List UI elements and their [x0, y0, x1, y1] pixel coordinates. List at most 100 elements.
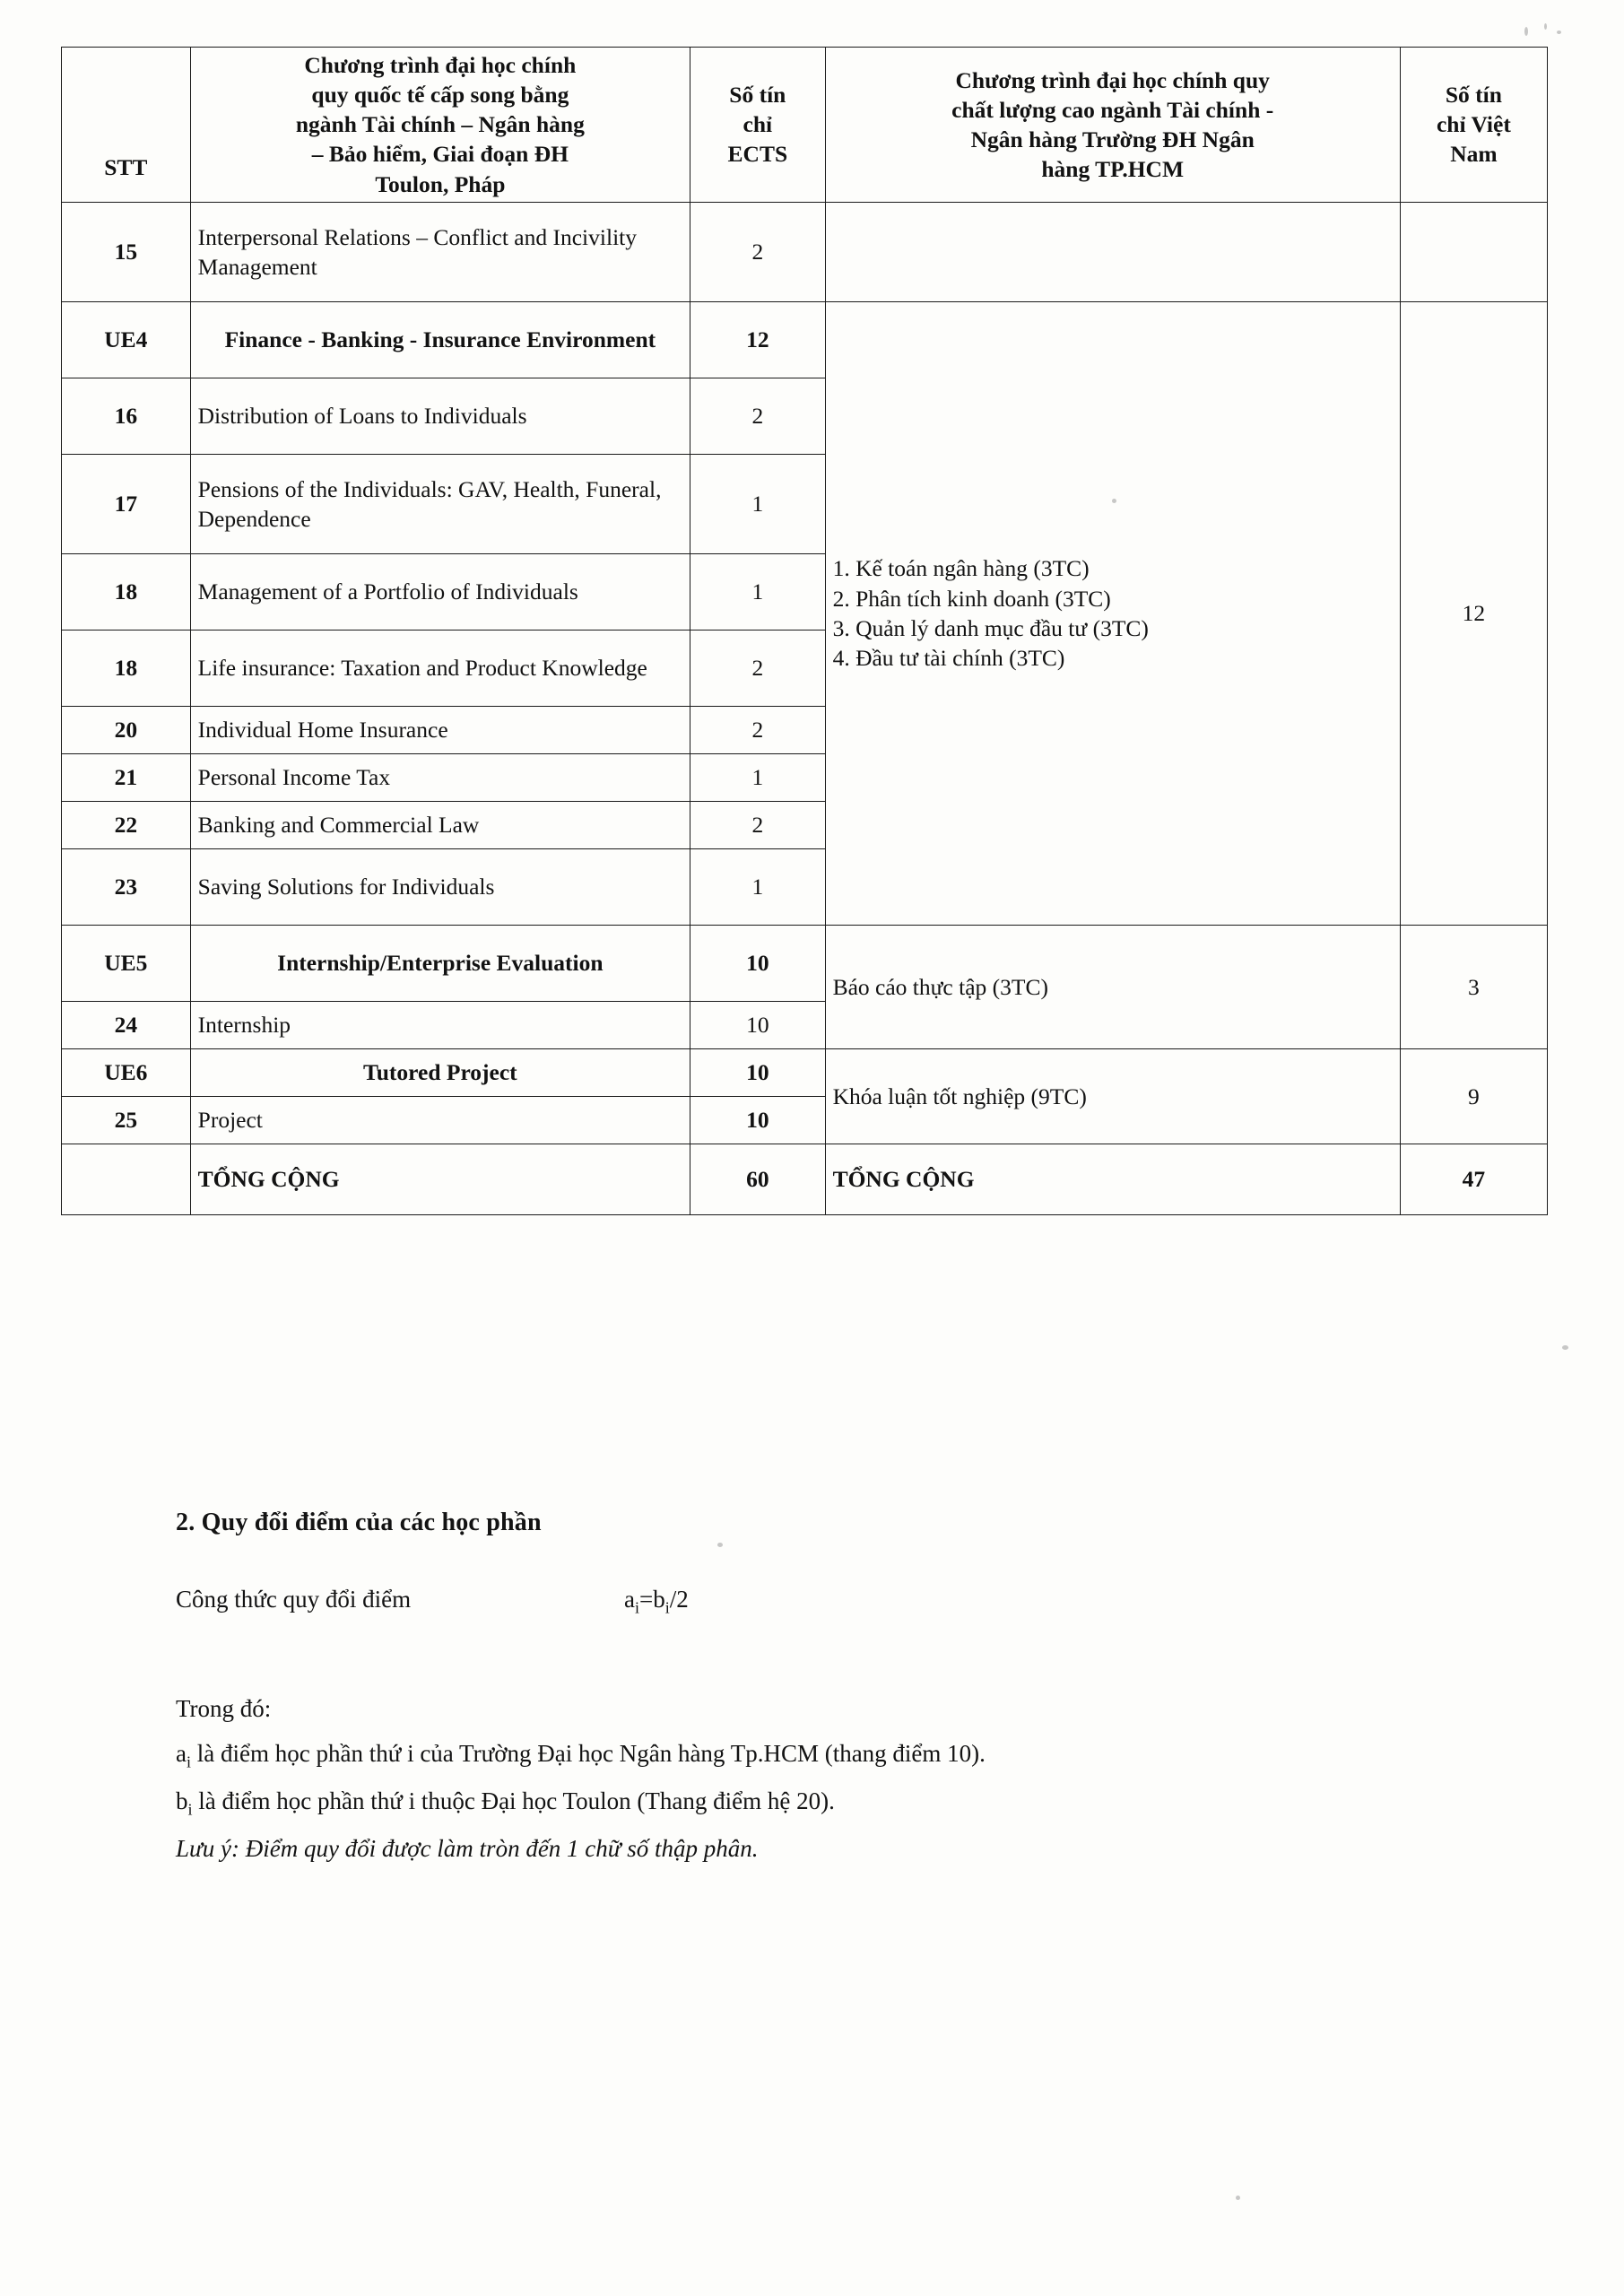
table-row: 24 Internship 10	[61, 1000, 1548, 1049]
total-stt-empty	[61, 1143, 191, 1215]
total-label-ects: TỔNG CỘNG	[189, 1143, 691, 1215]
header-credits-vn-line-1: Số tín	[1445, 82, 1502, 109]
row-stt: 25	[61, 1095, 191, 1144]
header-credits-ects-line-2: chỉ	[743, 111, 773, 138]
total-vn-credits: 47	[1399, 1143, 1549, 1215]
scan-speck	[1544, 23, 1547, 30]
row-ects: 1	[690, 848, 826, 926]
vn-list-item: 3. Quản lý danh mục đầu tư (3TC)	[832, 614, 1149, 641]
row-stt: 18	[61, 629, 191, 707]
header-credits-vn: Số tín chỉ Việt Nam	[1399, 47, 1549, 203]
row-stt: 23	[61, 848, 191, 926]
section-2-title: 2. Quy đổi điểm của các học phần	[176, 1509, 542, 1536]
row-subject: Interpersonal Relations – Conflict and I…	[189, 201, 691, 302]
header-program-toulon-line-4: – Bảo hiểm, Giai đoạn ĐH	[311, 141, 569, 168]
row-subject: Personal Income Tax	[189, 752, 691, 802]
row-subject: Tutored Project	[189, 1048, 691, 1097]
table-total-row: TỔNG CỘNG 60 TỔNG CỘNG 47	[61, 1143, 1549, 1215]
table-row: UE5 Internship/Enterprise Evaluation 10 …	[61, 924, 1549, 1049]
header-credits-ects-line-3: ECTS	[727, 141, 788, 168]
formula-equals-b: =b	[639, 1586, 665, 1613]
definition-b-text: là điểm học phần thứ i thuộc Đại học Tou…	[192, 1787, 835, 1814]
row-ects: 1	[690, 453, 826, 554]
scan-speck	[1524, 27, 1528, 36]
row-subject: Banking and Commercial Law	[189, 800, 691, 849]
definition-a: ai là điểm học phần thứ i của Trường Đại…	[176, 1740, 986, 1771]
row-stt: 18	[61, 552, 191, 631]
vn-empty-cell	[824, 201, 1401, 302]
table-row: 21 Personal Income Tax 1	[61, 752, 1548, 802]
scan-speck	[1236, 2196, 1240, 2200]
row-ects: 10	[690, 1000, 826, 1049]
header-program-toulon: Chương trình đại học chính quy quốc tế c…	[189, 47, 691, 203]
header-credits-vn-line-2: chỉ Việt	[1436, 111, 1511, 138]
header-program-buh-line-2: chất lượng cao ngành Tài chính -	[951, 96, 1274, 123]
vn-credits: 9	[1399, 1048, 1549, 1144]
row-ects: 1	[690, 752, 826, 802]
formula-label: Công thức quy đổi điểm	[176, 1586, 412, 1613]
row-stt: 15	[61, 201, 191, 302]
row-ects: 1	[690, 552, 826, 631]
total-label-vn: TỔNG CỘNG	[824, 1143, 1401, 1215]
formula-divisor: /2	[669, 1586, 689, 1613]
row-subject: Life insurance: Taxation and Product Kno…	[189, 629, 691, 707]
curriculum-table-container: STT Chương trình đại học chính quy quốc …	[61, 47, 1549, 1215]
definition-b: bi là điểm học phần thứ i thuộc Đại học …	[176, 1787, 835, 1819]
row-ects: 10	[690, 1095, 826, 1144]
row-stt: 22	[61, 800, 191, 849]
row-stt: UE4	[61, 300, 191, 378]
row-subject: Saving Solutions for Individuals	[189, 848, 691, 926]
table-row: UE4 Finance - Banking - Insurance Enviro…	[61, 300, 1549, 926]
header-program-toulon-line-3: ngành Tài chính – Ngân hàng	[295, 111, 585, 138]
vn-credits-empty-cell	[1399, 201, 1549, 302]
rounding-note: Lưu ý: Điểm quy đổi được làm tròn đến 1 …	[176, 1835, 759, 1862]
vn-credits: 3	[1399, 924, 1549, 1049]
definition-a-symbol: a	[176, 1740, 187, 1767]
table-row: 20 Individual Home Insurance 2	[61, 705, 1548, 754]
definition-a-text: là điểm học phần thứ i của Trường Đại họ…	[191, 1740, 986, 1767]
row-subject: Internship	[189, 1000, 691, 1049]
table-row: 15 Interpersonal Relations – Conflict an…	[61, 201, 1549, 302]
row-subject: Finance - Banking - Insurance Environmen…	[189, 300, 691, 378]
curriculum-table: STT Chương trình đại học chính quy quốc …	[61, 47, 1549, 1215]
definition-b-symbol: b	[176, 1787, 188, 1814]
row-subject: Distribution of Loans to Individuals	[189, 377, 691, 455]
table-row: UE6 Tutored Project 10 Khóa luận tốt ngh…	[61, 1048, 1549, 1144]
total-ects: 60	[690, 1143, 826, 1215]
row-ects: 2	[690, 377, 826, 455]
vn-thesis: Khóa luận tốt nghiệp (9TC)	[824, 1048, 1401, 1144]
row-stt: 17	[61, 453, 191, 554]
header-program-buh-line-3: Ngân hàng Trường ĐH Ngân	[970, 126, 1255, 152]
row-stt: 24	[61, 1000, 191, 1049]
formula-row: Công thức quy đổi điểm ai=bi/2	[176, 1586, 1162, 1617]
definition-a-subscript: i	[186, 1752, 191, 1771]
row-subject: Management of a Portfolio of Individuals	[189, 552, 691, 631]
table-row: 16 Distribution of Loans to Individuals …	[61, 377, 1548, 455]
row-stt: 21	[61, 752, 191, 802]
where-label: Trong đó:	[176, 1695, 272, 1722]
formula-b-subscript: i	[664, 1598, 670, 1617]
row-subject: Individual Home Insurance	[189, 705, 691, 754]
header-program-buh-line-4: hàng TP.HCM	[1041, 155, 1185, 182]
row-ects: 2	[690, 705, 826, 754]
table-row: 25 Project 10	[61, 1095, 1548, 1144]
vn-list-item: 2. Phân tích kinh doanh (3TC)	[832, 585, 1111, 612]
row-subject: Project	[189, 1095, 691, 1144]
header-program-buh: Chương trình đại học chính quy chất lượn…	[824, 47, 1401, 203]
table-row: 22 Banking and Commercial Law 2	[61, 800, 1548, 849]
scan-speck	[1557, 30, 1561, 34]
definition-b-subscript: i	[187, 1800, 193, 1819]
header-credits-ects: Số tín chỉ ECTS	[690, 47, 826, 203]
header-program-toulon-line-5: Toulon, Pháp	[375, 170, 506, 197]
header-credits-vn-line-3: Nam	[1450, 141, 1498, 168]
row-ects: 10	[690, 924, 826, 1002]
row-ects: 12	[690, 300, 826, 378]
table-row: 17 Pensions of the Individuals: GAV, Hea…	[61, 453, 1548, 554]
formula-a-subscript: i	[634, 1598, 639, 1617]
formula-a: a	[624, 1586, 635, 1613]
vn-internship-report: Báo cáo thực tập (3TC)	[824, 924, 1401, 1049]
scan-speck	[717, 1543, 723, 1547]
vn-subject-list: 1. Kế toán ngân hàng (3TC) 2. Phân tích …	[824, 300, 1401, 926]
vn-list-item: 1. Kế toán ngân hàng (3TC)	[832, 555, 1090, 582]
